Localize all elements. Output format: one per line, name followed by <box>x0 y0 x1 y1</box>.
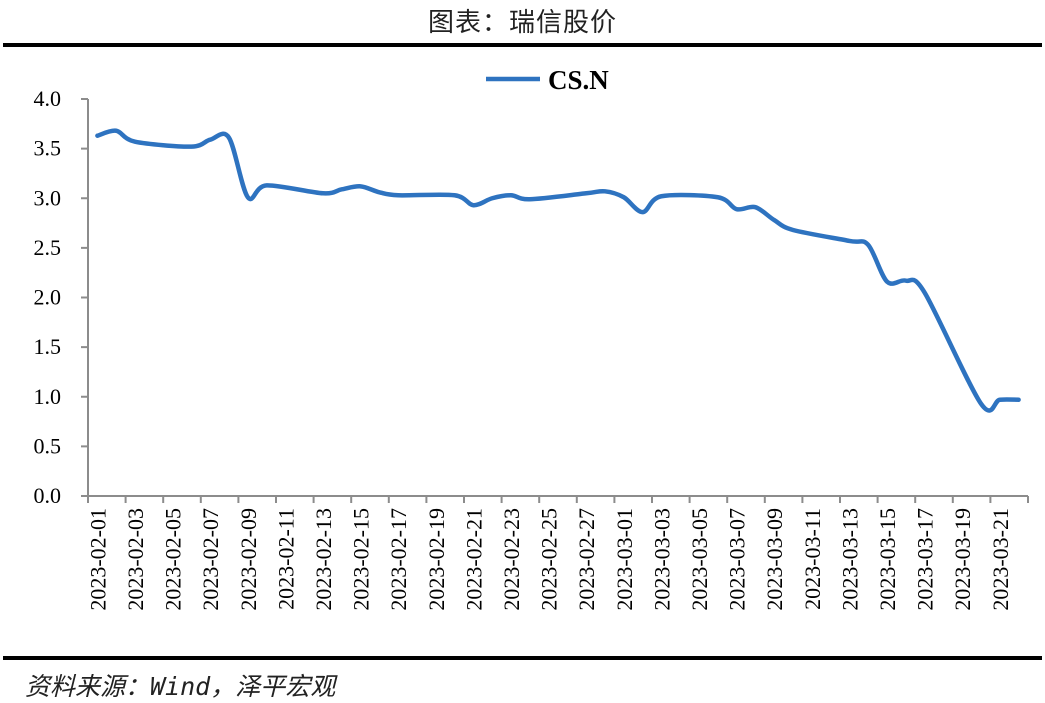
x-tick-label: 2023-02-09 <box>236 508 261 611</box>
x-tick-label: 2023-03-17 <box>913 508 938 611</box>
cs-n-price-line <box>95 128 1021 413</box>
source-note: 资料来源：Wind，泽平宏观 <box>25 672 336 701</box>
x-tick-label: 2023-03-19 <box>950 508 975 611</box>
x-tick-label: 2023-02-07 <box>198 508 223 611</box>
legend-label: CS.N <box>548 65 609 95</box>
y-tick-label: 1.5 <box>34 334 62 359</box>
y-tick-label: 3.0 <box>34 185 62 210</box>
x-tick-label: 2023-03-05 <box>687 508 712 611</box>
x-axis: 2023-02-01 2023-02-03 2023-02-05 2023-02-07… <box>85 495 1029 611</box>
x-tick-label: 2023-02-05 <box>161 508 186 611</box>
y-tick-label: 0.0 <box>34 483 62 508</box>
y-tick-label: 2.0 <box>34 285 62 310</box>
x-tick-label: 2023-02-13 <box>311 508 336 611</box>
x-tick-label: 2023-02-15 <box>349 508 374 611</box>
x-tick-label: 2023-03-01 <box>612 508 637 611</box>
y-axis: 0.0 0.5 1.0 1.5 2.0 2.5 3.0 3.5 4.0 <box>34 86 89 508</box>
y-tick-label: 0.5 <box>34 433 62 458</box>
x-tick-label: 2023-02-21 <box>461 508 486 611</box>
x-tick-label: 2023-02-27 <box>574 508 599 611</box>
series-cs-n <box>95 128 1021 413</box>
x-tick-label: 2023-02-23 <box>499 508 524 611</box>
y-tick-label: 3.5 <box>34 136 62 161</box>
x-tick-label: 2023-02-19 <box>424 508 449 611</box>
y-tick-label: 1.0 <box>34 384 62 409</box>
bottom-rule-divider <box>3 656 1042 660</box>
x-tick-label: 2023-02-11 <box>273 508 298 610</box>
x-tick-label: 2023-02-01 <box>85 508 110 611</box>
chart-legend: CS.N <box>486 65 609 95</box>
x-tick-label: 2023-02-25 <box>537 508 562 611</box>
x-tick-label: 2023-03-15 <box>875 508 900 611</box>
x-tick-label: 2023-02-17 <box>386 508 411 611</box>
top-rule-divider <box>3 43 1042 47</box>
y-tick-label: 4.0 <box>34 86 62 111</box>
x-tick-label: 2023-03-11 <box>800 508 825 610</box>
chart-title: 图表：瑞信股价 <box>427 8 617 38</box>
x-tick-label: 2023-02-03 <box>123 508 148 611</box>
x-tick-label: 2023-03-13 <box>837 508 862 611</box>
x-tick-label: 2023-03-07 <box>725 508 750 611</box>
x-tick-label: 2023-03-09 <box>762 508 787 611</box>
x-tick-label: 2023-03-21 <box>988 508 1013 611</box>
y-tick-label: 2.5 <box>34 235 62 260</box>
x-tick-label: 2023-03-03 <box>649 508 674 611</box>
